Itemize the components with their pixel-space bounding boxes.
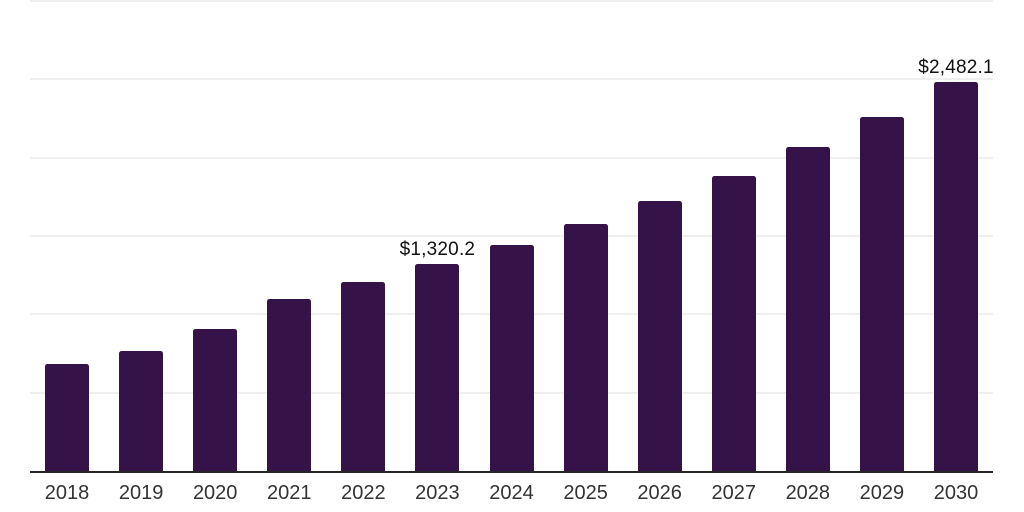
bar-slot [697,1,771,471]
bar [859,116,904,471]
bar-slot: $1,320.2 [399,1,476,471]
x-axis-tick-label: 2024 [489,482,534,504]
x-axis-tick-label: 2026 [637,482,682,504]
x-axis-tick-labels: 2018 2019 2020 2021 2022 2023 2024 2025 2026 2027… [30,473,993,512]
bar-slot [845,1,919,471]
bar-slot [326,1,400,471]
x-axis-tick-label: 2028 [785,482,831,504]
bar [637,200,682,471]
plot-area: $1,320.2 $2,482.1 [30,0,994,471]
bar [193,328,238,471]
bar-slot [178,1,252,471]
gridline [30,235,993,237]
bar [711,175,756,471]
bar [785,147,830,471]
x-axis-tick-label: 2021 [267,482,312,504]
bar-slot [30,1,104,471]
bar [341,282,386,471]
x-axis-tick-label: 2018 [44,482,90,504]
bar-slot [474,1,548,471]
bars-group: $1,320.2 $2,482.1 [30,1,994,471]
x-axis-line [30,471,993,473]
bar [45,364,90,471]
bar-slot [549,1,623,471]
x-axis-tick-label: 2030 [933,482,979,504]
x-axis-tick-label: 2022 [341,482,386,504]
x-axis-tick-label: 2023 [415,482,460,504]
bar [563,223,608,471]
value-label: $1,320.2 [399,239,476,261]
x-axis-tick-label: 2020 [192,482,238,504]
bar-slot [104,1,178,471]
bar [489,244,534,471]
bar-slot [771,1,845,471]
gridline [30,78,993,81]
x-axis-tick-label: 2019 [118,482,164,504]
x-axis-tick-label: 2025 [563,482,608,504]
bar [267,298,312,471]
x-axis-tick-label: 2027 [711,482,756,504]
bar [415,264,460,471]
bar-slot [623,1,697,471]
bar [933,82,978,471]
bar-slot [252,1,326,471]
gridline [30,156,993,159]
value-label: $2,482.1 [918,57,994,79]
bar [119,351,164,471]
x-axis-tick-label: 2029 [859,482,905,504]
gridline [30,0,993,2]
bar-slot: $2,482.1 [918,1,994,471]
